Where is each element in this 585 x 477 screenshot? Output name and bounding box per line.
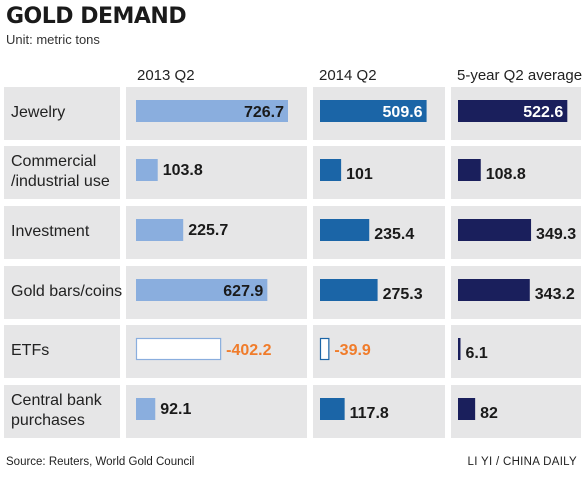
series-header: 2013 Q2 [137, 67, 195, 84]
data-label: 349.3 [536, 226, 576, 243]
category-label: purchases [11, 412, 85, 429]
category-label: Jewelry [11, 104, 65, 121]
gold-demand-chart: 2013 Q2 2014 Q2 5-year Q2 average Jewelry Co… [4, 67, 583, 444]
bar [458, 219, 532, 241]
bar [320, 219, 370, 241]
bar [458, 398, 476, 420]
data-label: 6.1 [466, 345, 488, 362]
category-label: Gold bars/coins [11, 283, 122, 300]
chart-title: GOLD DEMAND [6, 4, 187, 29]
credit-note: LI YI / CHINA DAILY [467, 456, 577, 468]
data-label: 627.9 [223, 283, 263, 300]
bar [458, 100, 568, 122]
row-background [4, 385, 581, 438]
bar [136, 159, 158, 181]
data-label: 92.1 [160, 401, 191, 418]
data-label: 522.6 [523, 104, 563, 121]
category-label: ETFs [11, 342, 49, 359]
bar [320, 159, 342, 181]
bar [458, 279, 530, 301]
unit-label: Unit: metric tons [6, 32, 100, 47]
bar [136, 279, 268, 301]
category-label: Investment [11, 223, 90, 240]
data-label: 117.8 [350, 405, 389, 422]
column-separator [307, 84, 313, 444]
data-label: 225.7 [188, 222, 228, 239]
data-label: 726.7 [244, 104, 284, 121]
bar [458, 159, 481, 181]
bar-negative [319, 337, 330, 361]
row-background [4, 146, 581, 199]
data-label: 108.8 [486, 166, 526, 183]
category-label: Central bank [11, 392, 103, 409]
source-note: Source: Reuters, World Gold Council [6, 456, 195, 468]
row-background [4, 325, 581, 378]
category-label: Commercial [11, 153, 96, 170]
data-label: 101 [346, 166, 373, 183]
column-separator [120, 84, 126, 444]
data-label-negative: -402.2 [226, 342, 271, 359]
bar [136, 219, 184, 241]
data-label-negative: -39.9 [334, 342, 371, 359]
data-label: 343.2 [535, 286, 575, 303]
series-header: 2014 Q2 [319, 67, 377, 84]
category-label: /industrial use [11, 173, 110, 190]
series-header: 5-year Q2 average [457, 67, 582, 84]
column-separator [445, 84, 451, 444]
bar-negative [135, 337, 222, 361]
data-label: 235.4 [374, 226, 414, 243]
data-label: 103.8 [163, 162, 203, 179]
bar [320, 100, 427, 122]
bar [458, 338, 461, 360]
bar [136, 100, 288, 122]
data-label: 82 [480, 405, 498, 422]
data-label: 509.6 [383, 104, 423, 121]
bar [320, 279, 378, 301]
bar [136, 398, 156, 420]
bar [320, 398, 345, 420]
data-label: 275.3 [383, 286, 423, 303]
